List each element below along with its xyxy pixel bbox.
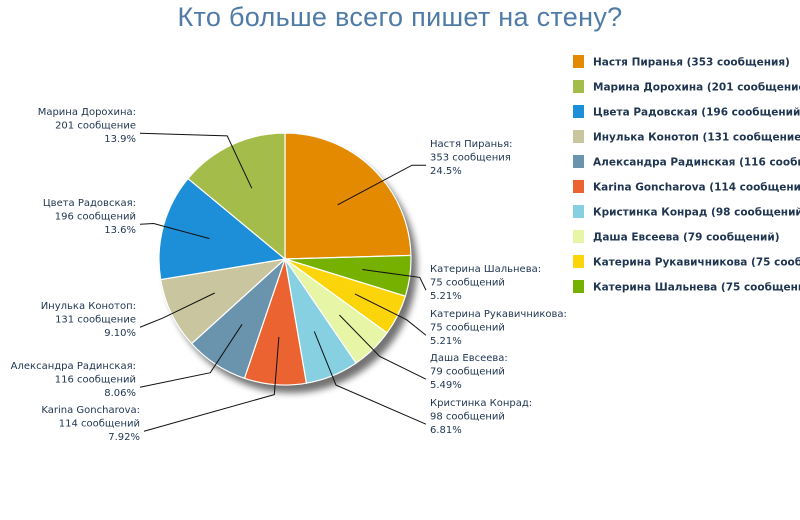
pie-slice-настя-пиранья[interactable]	[284, 132, 412, 260]
slice-label-percent: 5.49%	[430, 380, 462, 391]
leader-line-кристинка-конрад	[313, 331, 427, 425]
slice-label-percent: 24.5%	[430, 166, 462, 177]
slice-label-count: 131 сообщение	[55, 315, 136, 326]
slice-label-name: Кристинка Конрад:	[430, 398, 532, 409]
slice-label-count: 116 сообщений	[55, 375, 136, 386]
leader-line-даша-евсеева	[339, 314, 427, 380]
slice-label-percent: 6.81%	[430, 425, 462, 436]
slice-label-name: Александра Радинская:	[11, 361, 136, 372]
slice-label-count: 201 сообщение	[55, 121, 136, 132]
legend-entry-даша-евсеева[interactable]: Даша Евсеева (79 сообщений)	[593, 232, 780, 244]
leader-line-катерина-рукавичникова	[354, 293, 427, 336]
slice-label-count: 75 сообщений	[430, 278, 505, 289]
slice-label-percent: 13.6%	[104, 225, 136, 236]
slice-label-percent: 8.06%	[104, 388, 136, 399]
chart-title: Кто больше всего пишет на стену?	[177, 2, 623, 32]
legend-entry-настя-пиранья[interactable]: Настя Пиранья (353 сообщения)	[593, 57, 790, 69]
slice-label-count: 353 сообщения	[430, 153, 511, 164]
leader-line-александра-радинская	[139, 324, 243, 388]
legend-swatch-инулька-конотоп	[573, 130, 584, 143]
slice-label-name: Катерина Шальнева:	[430, 264, 541, 275]
legend-entry-катерина-шальнева[interactable]: Катерина Шальнева (75 сообщений)	[593, 282, 800, 294]
slice-label-count: 196 сообщений	[55, 212, 136, 223]
legend-swatch-катерина-шальнева	[573, 280, 584, 293]
slice-label-percent: 7.92%	[108, 432, 140, 443]
slice-label-percent: 5.21%	[430, 291, 462, 302]
leader-line-инулька-конотоп	[139, 292, 215, 328]
legend-swatch-цвета-радовская	[573, 105, 584, 118]
slice-label-count: 79 сообщений	[430, 367, 505, 378]
leader-line-цвета-радовская	[139, 222, 210, 240]
legend-entry-марина-дорохина[interactable]: Марина Дорохина (201 сообщение)	[593, 82, 800, 94]
legend-swatch-марина-дорохина	[573, 80, 584, 93]
legend-entry-karina-goncharova[interactable]: Karina Goncharova (114 сообщений)	[593, 182, 800, 194]
leader-line-karina-goncharova	[143, 336, 280, 432]
legend-entry-цвета-радовская[interactable]: Цвета Радовская (196 сообщений)	[593, 107, 800, 119]
slice-label-name: Цвета Радовская:	[43, 198, 136, 209]
slice-label-count: 98 сообщений	[430, 412, 505, 423]
slice-label-name: Инулька Конотоп:	[41, 301, 136, 312]
legend-swatch-катерина-рукавичникова	[573, 255, 584, 268]
slice-label-name: Настя Пиранья:	[430, 139, 512, 150]
legend-swatch-александра-радинская	[573, 155, 584, 168]
slice-label-name: Karina Goncharova:	[41, 405, 140, 416]
leader-line-настя-пиранья	[337, 164, 426, 206]
legend-entry-катерина-рукавичникова[interactable]: Катерина Рукавичникова (75 сообщений)	[593, 257, 800, 269]
legend-swatch-кристинка-конрад	[573, 205, 584, 218]
slice-label-percent: 5.21%	[430, 336, 462, 347]
leader-line-марина-дорохина	[139, 132, 253, 189]
slice-label-name: Катерина Рукавичникова:	[430, 309, 567, 320]
legend-entry-александра-радинская[interactable]: Александра Радинская (116 сообщений)	[593, 157, 800, 169]
legend-entry-кристинка-конрад[interactable]: Кристинка Конрад (98 сообщений)	[593, 207, 800, 219]
slice-label-percent: 9.10%	[104, 328, 136, 339]
legend-swatch-настя-пиранья	[573, 55, 584, 68]
legend-swatch-даша-евсеева	[573, 230, 584, 243]
slice-label-name: Даша Евсеева:	[430, 353, 508, 364]
legend-swatch-karina-goncharova	[573, 180, 584, 193]
slice-label-count: 75 сообщений	[430, 323, 505, 334]
slice-label-name: Марина Дорохина:	[38, 107, 136, 118]
slice-label-percent: 13.9%	[104, 134, 136, 145]
legend-entry-инулька-конотоп[interactable]: Инулька Конотоп (131 сообщение)	[593, 132, 800, 144]
leader-line-катерина-шальнева	[362, 269, 427, 291]
slice-label-count: 114 сообщений	[59, 419, 140, 430]
